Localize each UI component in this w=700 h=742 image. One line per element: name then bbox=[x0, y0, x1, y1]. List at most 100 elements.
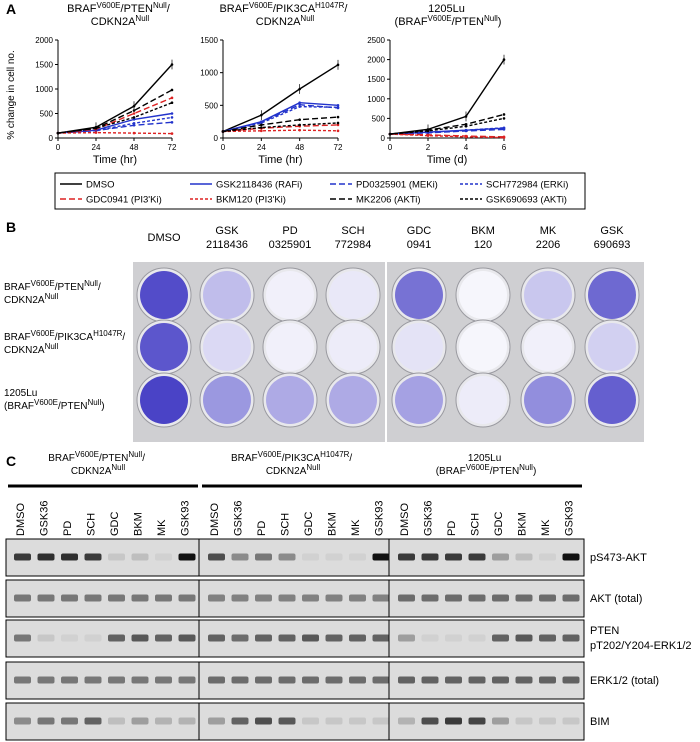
x-tick-label: 24 bbox=[92, 143, 101, 152]
data-point bbox=[170, 121, 174, 124]
y-tick-label: 500 bbox=[205, 101, 219, 110]
blot-band bbox=[325, 553, 343, 561]
lane-label: DMSO bbox=[399, 503, 411, 536]
blot-band bbox=[421, 594, 439, 602]
blot-band bbox=[14, 717, 31, 725]
data-point bbox=[336, 121, 340, 125]
lane-label: MK bbox=[156, 519, 168, 536]
lane-label: MK bbox=[540, 519, 552, 536]
blot-band bbox=[108, 717, 125, 725]
blot-band bbox=[61, 594, 78, 602]
blot-band bbox=[468, 553, 486, 561]
legend: DMSO GSK2118436 (RAFi) PD0325901 (MEKi) SCH… bbox=[60, 180, 568, 206]
data-point bbox=[170, 132, 174, 135]
blot-band bbox=[539, 634, 556, 642]
y-tick-label: 1500 bbox=[200, 36, 218, 45]
data-point bbox=[94, 131, 98, 134]
chart-1: 0 500 1000 1500 2000 0 24 48 72 Time (hr) bbox=[35, 36, 177, 166]
series-line bbox=[389, 59, 505, 135]
blot-label: BIM bbox=[590, 716, 610, 728]
blot-band bbox=[231, 594, 249, 602]
blot-band bbox=[108, 594, 125, 602]
y-tick-label: 1000 bbox=[35, 85, 53, 94]
lane-label: GSK93 bbox=[374, 501, 386, 536]
well bbox=[266, 376, 314, 424]
lane-label: SCH bbox=[470, 513, 482, 536]
well bbox=[329, 376, 377, 424]
x-tick-label: 48 bbox=[295, 143, 304, 152]
data-point bbox=[298, 128, 301, 132]
series-line bbox=[389, 133, 505, 138]
well bbox=[395, 271, 443, 319]
data-point bbox=[260, 123, 263, 127]
treatment-header: 772984 bbox=[335, 239, 372, 251]
treatment-headers: DMSO GSK 2118436 PD 0325901 SCH 772984 GDC 0941 B… bbox=[148, 225, 631, 251]
lane-label: BKM bbox=[133, 512, 145, 536]
blot-band bbox=[398, 594, 415, 602]
blot-band bbox=[37, 553, 55, 561]
well bbox=[588, 376, 636, 424]
y-tick-label: 500 bbox=[372, 114, 386, 123]
data-point bbox=[464, 124, 468, 128]
series-line bbox=[57, 121, 173, 134]
blot-band bbox=[14, 634, 31, 642]
panel-b-letter: B bbox=[6, 219, 16, 235]
blot-group-2-title: BRAFV600E/PIK3CAH1047R/ CDKN2ANull bbox=[231, 450, 355, 477]
blot-band bbox=[421, 553, 439, 561]
data-point bbox=[336, 115, 340, 119]
blot-band bbox=[84, 594, 102, 602]
blot-band bbox=[562, 594, 580, 602]
legend-label: SCH772984 (ERKi) bbox=[486, 180, 568, 191]
blot-band bbox=[325, 594, 343, 602]
well bbox=[395, 376, 443, 424]
blot-band bbox=[155, 553, 172, 561]
blot-band bbox=[445, 553, 462, 561]
blot-strip bbox=[5, 702, 585, 741]
blot-band bbox=[492, 634, 509, 642]
blot-label: ERK1/2 (total) bbox=[590, 675, 659, 687]
lane-label: GSK36 bbox=[423, 501, 435, 536]
legend-label: GSK690693 (AKTi) bbox=[486, 195, 567, 206]
blot-band bbox=[349, 717, 366, 725]
blot-label: AKT (total) bbox=[590, 593, 642, 605]
data-point bbox=[298, 118, 301, 122]
blot-band bbox=[515, 676, 533, 684]
data-point bbox=[260, 121, 263, 125]
blot-band bbox=[178, 594, 196, 602]
blot-band bbox=[155, 717, 172, 725]
treatment-header: GDC bbox=[407, 225, 432, 237]
blot-band bbox=[131, 717, 149, 725]
well bbox=[524, 376, 572, 424]
series-line bbox=[389, 117, 505, 135]
well bbox=[140, 376, 188, 424]
lane-label: GSK36 bbox=[39, 501, 51, 536]
treatment-header: 120 bbox=[474, 239, 492, 251]
blot-band bbox=[178, 553, 196, 561]
series-line bbox=[389, 113, 505, 135]
panel-a-letter: A bbox=[6, 1, 16, 17]
x-tick-label: 24 bbox=[257, 143, 266, 152]
blot-label: pT202/Y204-ERK1/2 bbox=[590, 640, 692, 652]
data-point bbox=[132, 122, 136, 125]
x-tick-label: 72 bbox=[334, 143, 343, 152]
blot-band bbox=[14, 594, 31, 602]
series-line bbox=[222, 122, 339, 133]
series-line bbox=[222, 105, 339, 133]
legend-label: DMSO bbox=[86, 180, 115, 191]
y-axis-label: % change in cell no. bbox=[6, 50, 17, 140]
blot-band bbox=[539, 553, 556, 561]
blot-band bbox=[231, 676, 249, 684]
blot-band bbox=[208, 717, 225, 725]
well bbox=[140, 271, 188, 319]
data-point bbox=[132, 116, 136, 119]
blot-band bbox=[108, 676, 125, 684]
blot-band bbox=[84, 676, 102, 684]
legend-label: BKM120 (PI3'Ki) bbox=[216, 195, 286, 206]
x-tick-label: 0 bbox=[221, 143, 226, 152]
y-tick-label: 0 bbox=[214, 134, 219, 143]
blot-band bbox=[178, 717, 196, 725]
data-point bbox=[336, 105, 340, 109]
data-point bbox=[170, 112, 174, 115]
panel-b: B DMSO GSK 2118436 PD 0325901 SCH 772984 GDC 094… bbox=[4, 219, 644, 442]
panel-a: A BRAFV600E/PTENNull/ CDKN2ANull BRAFV60… bbox=[6, 1, 586, 210]
